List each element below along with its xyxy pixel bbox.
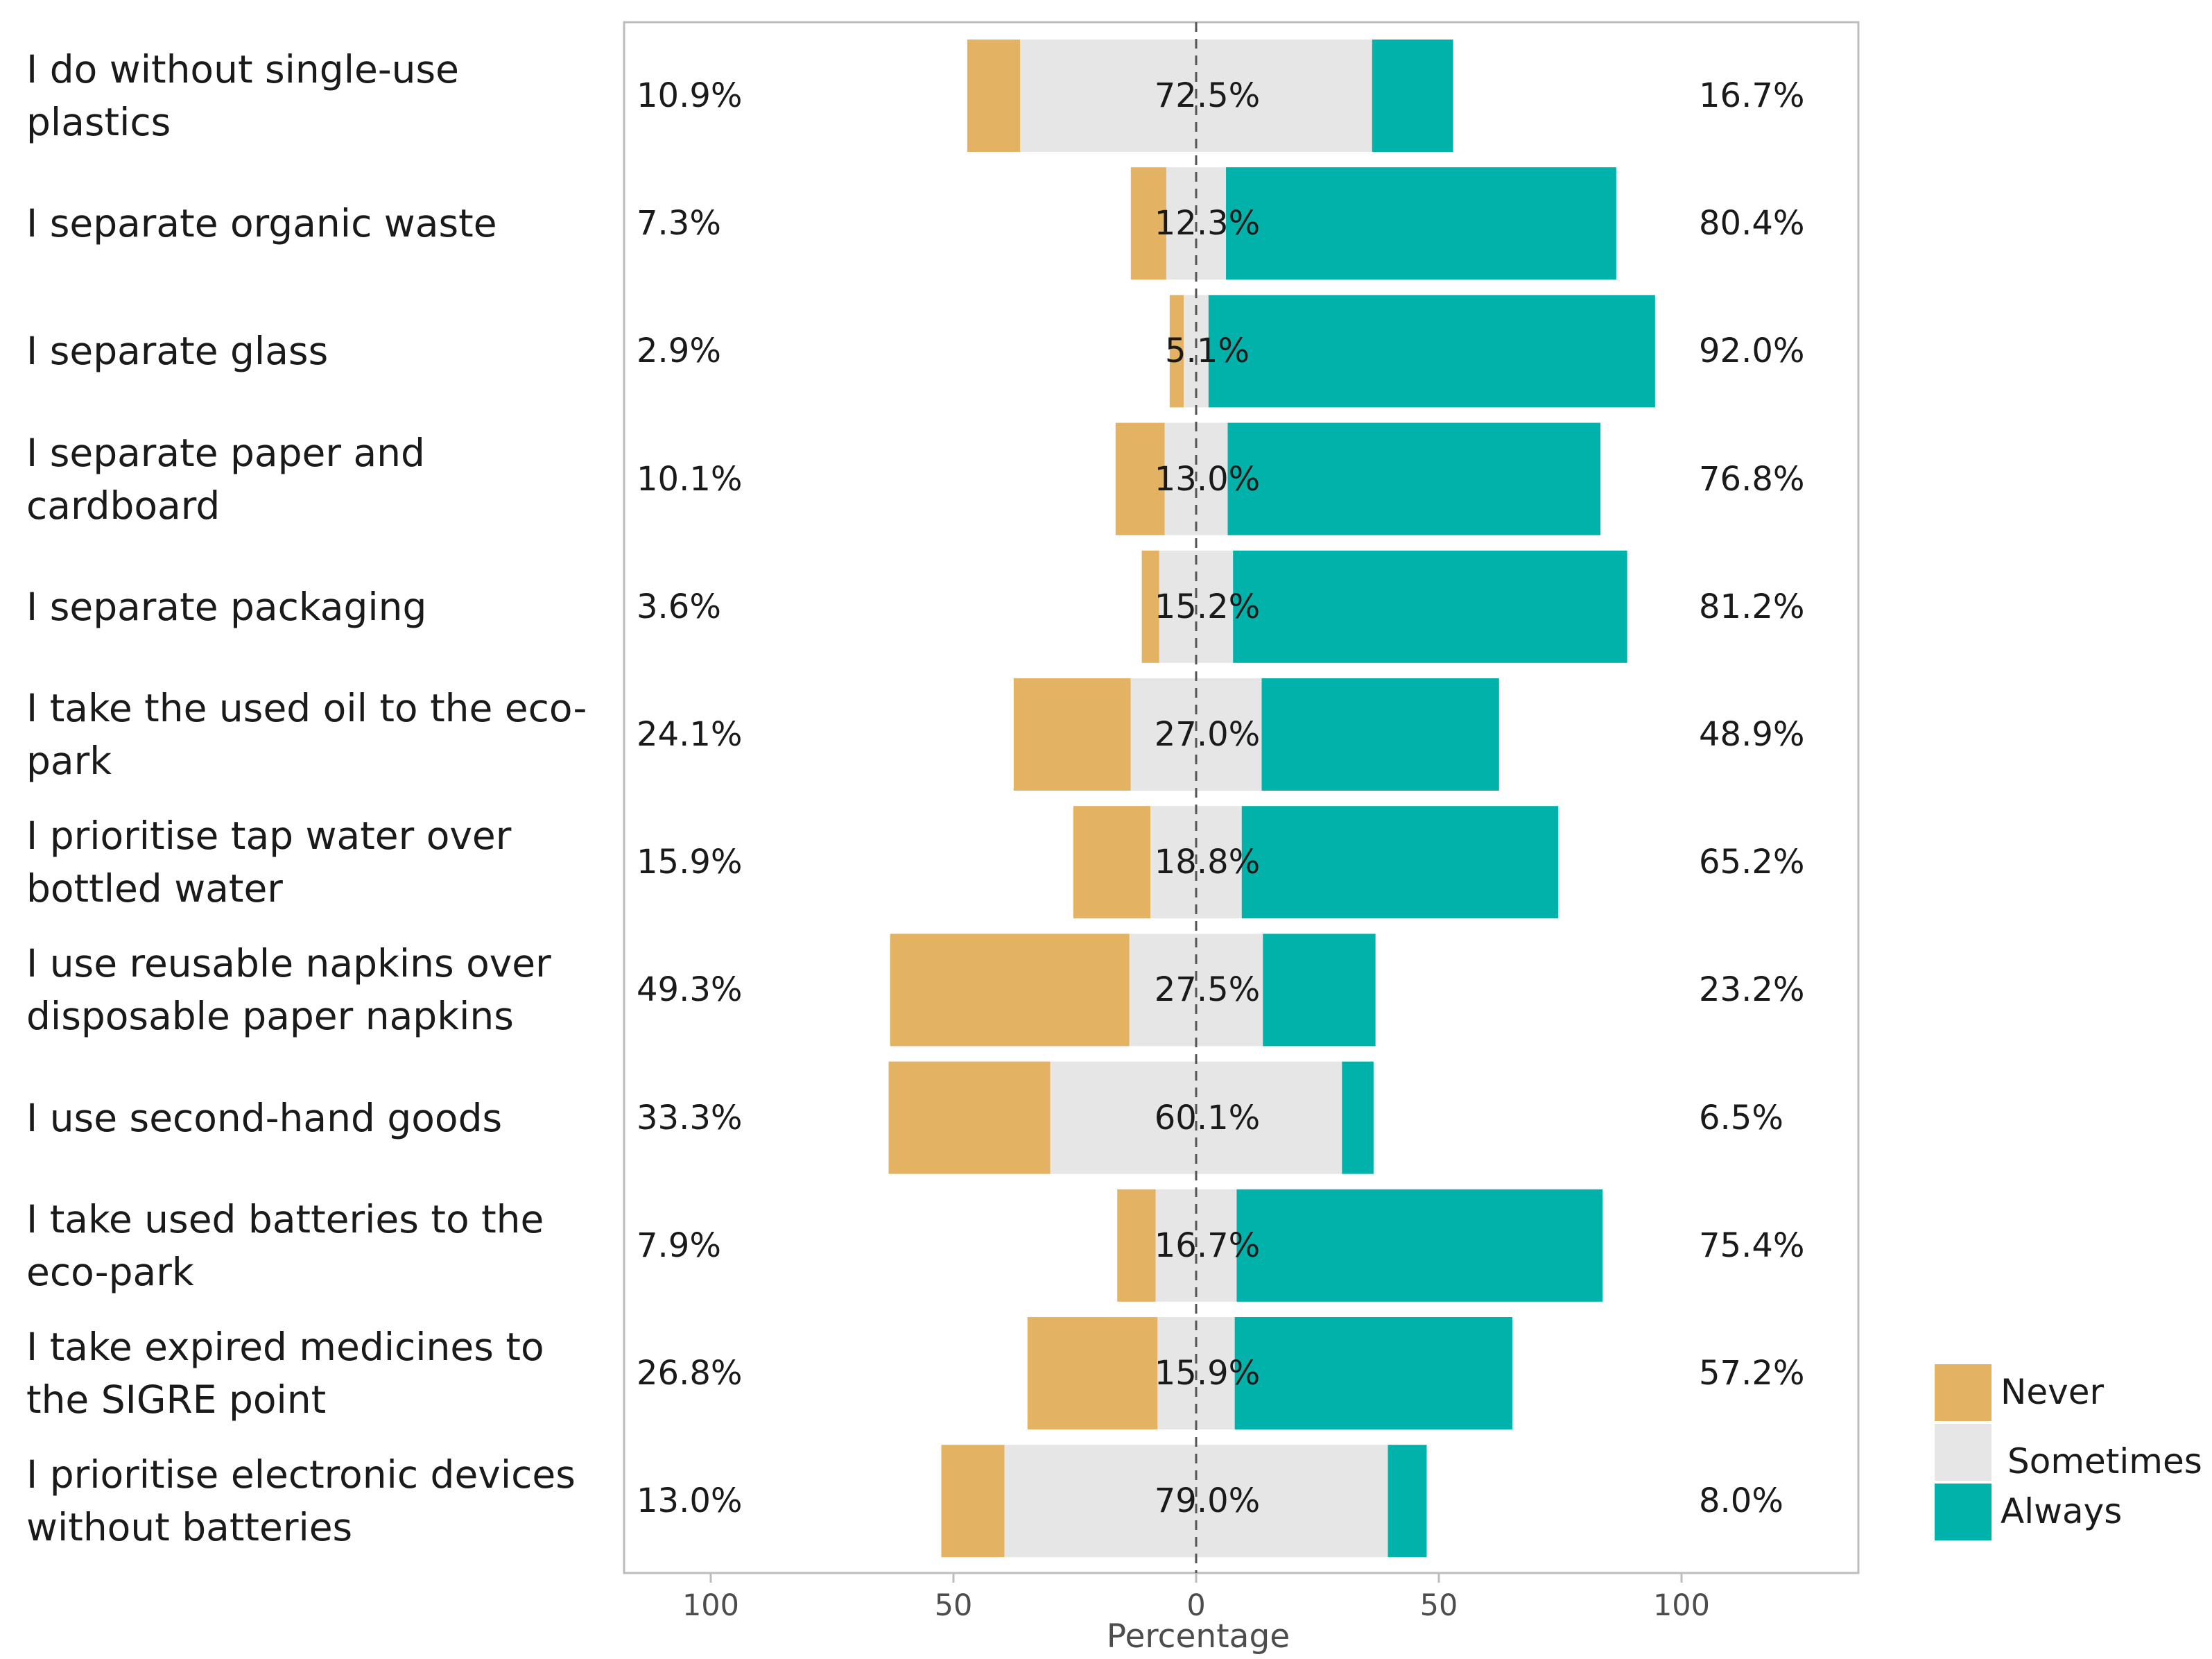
category-label: I separate paper and cardboard	[26, 430, 425, 528]
always-percentage-label: 6.5%	[1699, 1098, 1783, 1137]
bar-always	[1226, 167, 1616, 280]
sometimes-percentage-label: 18.8%	[1154, 843, 1261, 882]
bar-never	[1169, 295, 1184, 408]
bar-always	[1342, 1061, 1374, 1174]
x-axis-title: Percentage	[1106, 1617, 1290, 1656]
never-percentage-label: 33.3%	[637, 1098, 743, 1137]
category-label: I separate packaging	[26, 584, 427, 629]
never-percentage-label: 3.6%	[637, 587, 721, 626]
bar-always	[1236, 1189, 1603, 1302]
category-label: I separate organic waste	[26, 201, 497, 246]
bar-never	[1073, 806, 1151, 919]
sometimes-percentage-label: 79.0%	[1154, 1481, 1261, 1521]
bar-always	[1263, 934, 1376, 1047]
sometimes-percentage-label: 60.1%	[1154, 1098, 1261, 1137]
bar-never	[1141, 550, 1159, 663]
sometimes-percentage-label: 5.1%	[1165, 332, 1250, 371]
bar-never	[1130, 167, 1166, 280]
never-percentage-label: 26.8%	[637, 1354, 743, 1393]
never-percentage-label: 7.3%	[637, 204, 721, 243]
never-percentage-label: 24.1%	[637, 715, 743, 754]
bar-always	[1233, 550, 1627, 663]
plot-panel-border	[623, 21, 1860, 1574]
sometimes-percentage-label: 16.7%	[1154, 1226, 1261, 1265]
bar-never	[941, 1445, 1005, 1558]
never-percentage-label: 10.1%	[637, 459, 743, 499]
always-percentage-label: 81.2%	[1699, 587, 1805, 626]
sometimes-percentage-label: 27.0%	[1154, 715, 1261, 754]
bar-never	[1027, 1317, 1158, 1429]
always-percentage-label: 80.4%	[1699, 204, 1805, 243]
always-percentage-label: 76.8%	[1699, 459, 1805, 499]
bar-always	[1208, 295, 1655, 408]
sometimes-percentage-label: 12.3%	[1154, 204, 1261, 243]
bar-always	[1241, 806, 1559, 919]
category-label: I take the used oil to the eco-park	[26, 686, 587, 783]
x-tick-label: 0	[1186, 1588, 1206, 1623]
bar-always	[1227, 422, 1601, 535]
category-label: I use reusable napkins over disposable p…	[26, 941, 551, 1039]
category-label: I separate glass	[26, 329, 329, 374]
bar-always	[1388, 1445, 1427, 1558]
bar-always	[1261, 678, 1499, 791]
always-percentage-label: 16.7%	[1699, 76, 1805, 115]
legend-label: Never	[2001, 1372, 2105, 1412]
legend-swatch	[1935, 1424, 1991, 1481]
category-label: I prioritise electronic devices without …	[26, 1452, 576, 1550]
legend-label: Always	[2001, 1491, 2123, 1531]
never-percentage-label: 10.9%	[637, 76, 743, 115]
always-percentage-label: 92.0%	[1699, 332, 1805, 371]
x-tick-label: 50	[1419, 1588, 1458, 1623]
legend-label: Sometimes	[2007, 1441, 2202, 1481]
category-label: I prioritise tap water over bottled wate…	[26, 814, 512, 911]
always-percentage-label: 75.4%	[1699, 1226, 1805, 1265]
legend-swatch	[1935, 1364, 1991, 1421]
bar-never	[1115, 422, 1165, 535]
sometimes-percentage-label: 27.5%	[1154, 970, 1261, 1010]
never-percentage-label: 13.0%	[637, 1481, 743, 1521]
category-label: I do without single-use plastics	[26, 47, 460, 144]
x-tick-label: 100	[682, 1588, 740, 1623]
sometimes-percentage-label: 15.9%	[1154, 1354, 1261, 1393]
never-percentage-label: 2.9%	[637, 332, 721, 371]
never-percentage-label: 49.3%	[637, 970, 743, 1010]
always-percentage-label: 8.0%	[1699, 1481, 1783, 1521]
never-percentage-label: 15.9%	[637, 843, 743, 882]
bar-never	[888, 1061, 1051, 1174]
bar-always	[1372, 40, 1453, 152]
category-label: I take expired medicines to the SIGRE po…	[26, 1325, 544, 1422]
bar-always	[1234, 1317, 1513, 1429]
category-label: I take used batteries to the eco-park	[26, 1196, 544, 1294]
bar-never	[890, 934, 1130, 1047]
always-percentage-label: 57.2%	[1699, 1354, 1805, 1393]
always-percentage-label: 48.9%	[1699, 715, 1805, 754]
bar-never	[967, 40, 1021, 152]
bar-never	[1117, 1189, 1156, 1302]
always-percentage-label: 23.2%	[1699, 970, 1805, 1010]
always-percentage-label: 65.2%	[1699, 843, 1805, 882]
sometimes-percentage-label: 15.2%	[1154, 587, 1261, 626]
legend-swatch	[1935, 1484, 1991, 1540]
never-percentage-label: 7.9%	[637, 1226, 721, 1265]
bar-never	[1013, 678, 1131, 791]
sometimes-percentage-label: 72.5%	[1154, 76, 1261, 115]
category-label: I use second-hand goods	[26, 1095, 503, 1140]
x-tick-label: 50	[934, 1588, 973, 1623]
x-tick-label: 100	[1652, 1588, 1711, 1623]
sometimes-percentage-label: 13.0%	[1154, 459, 1261, 499]
